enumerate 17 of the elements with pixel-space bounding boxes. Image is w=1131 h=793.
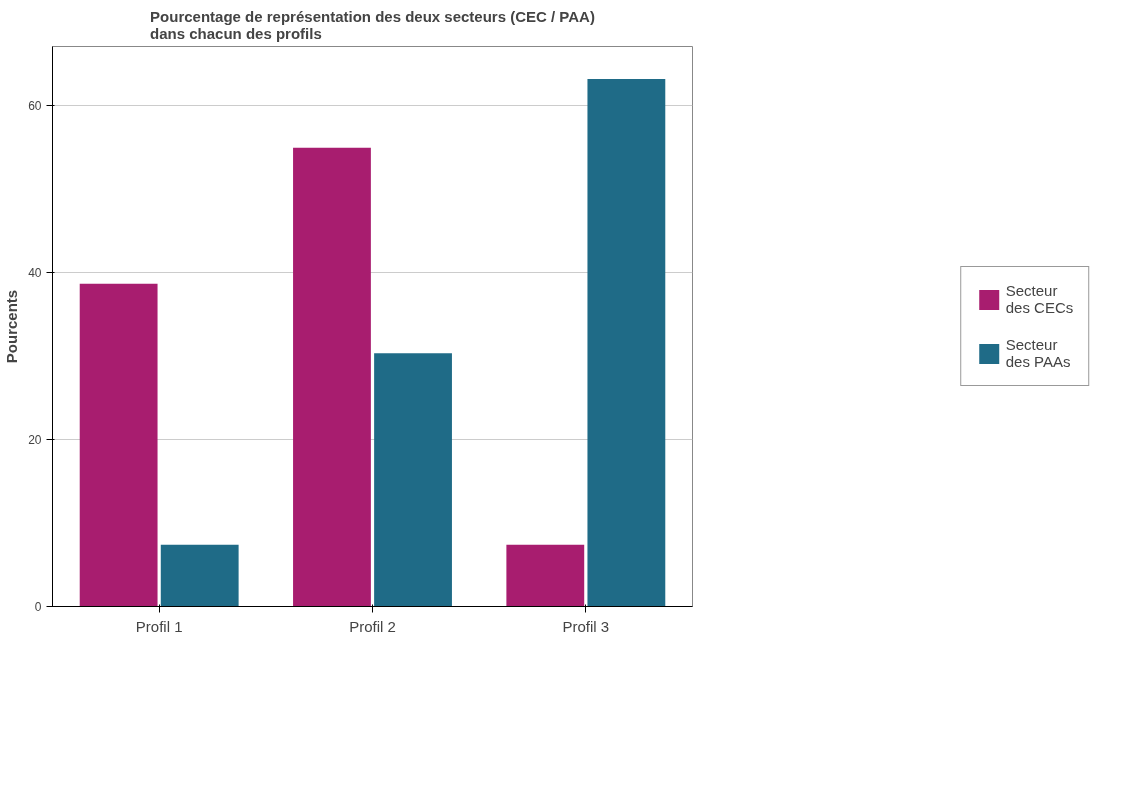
- y-tick-label: 20: [28, 432, 42, 447]
- y-tick-label: 40: [28, 265, 42, 280]
- y-tick-label: 60: [28, 98, 42, 113]
- legend-label: Secteur des PAAs: [1005, 336, 1071, 370]
- bar: [79, 283, 158, 607]
- bar: [160, 544, 239, 607]
- bar: [506, 544, 585, 607]
- bar: [374, 353, 452, 607]
- x-tick-label: Profil 2: [349, 617, 396, 635]
- chart-title: Pourcentage de représentation des deux secteurs (CEC / PAA) dans chacun des profils: [150, 7, 595, 42]
- y-tick-label: 0: [34, 600, 42, 614]
- y-axis-title: Pourcents: [3, 289, 21, 364]
- x-tick-label: Profil 1: [135, 617, 183, 635]
- bar: [293, 147, 371, 607]
- bar: [587, 79, 666, 607]
- x-tick-label: Profil 3: [562, 617, 610, 635]
- legend-label: Secteur des CECs: [1005, 282, 1074, 316]
